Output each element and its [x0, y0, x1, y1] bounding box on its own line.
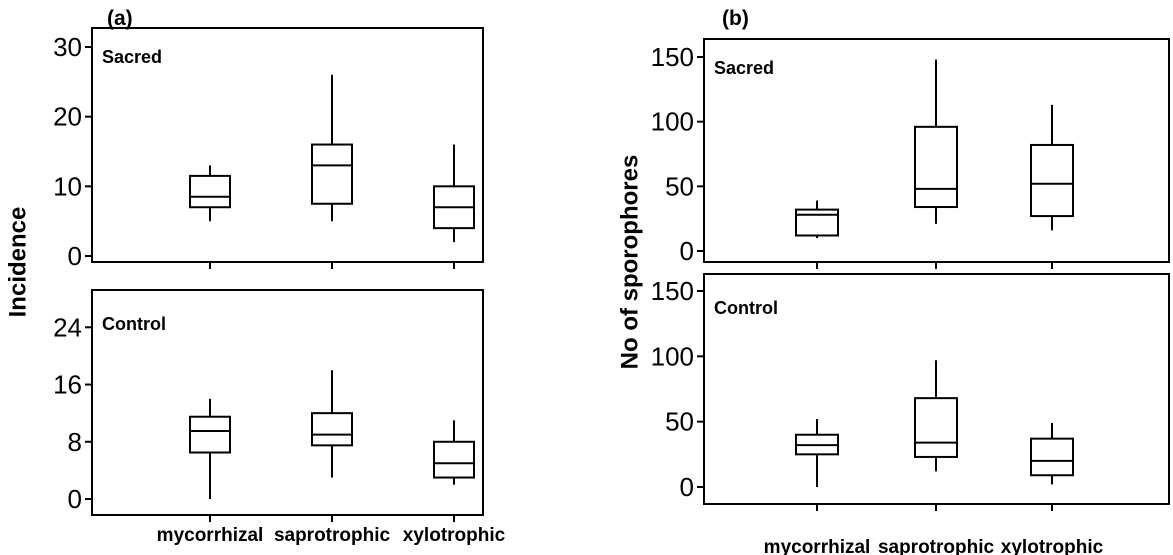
box-iqr: [914, 125, 958, 209]
box-iqr: [1030, 437, 1074, 477]
box-iqr: [914, 397, 958, 458]
y-tick-label: 0: [680, 236, 694, 266]
group-label: Sacred: [714, 58, 774, 78]
group-label: Control: [714, 298, 778, 318]
group-label: Sacred: [102, 47, 162, 67]
box-mycorrhizal: [795, 200, 839, 239]
panel-label: (a): [107, 7, 133, 30]
subplot-control: Control 0 8 16 24: [53, 289, 484, 522]
y-tick-label: 0: [68, 241, 82, 271]
box-xylotrophic: [1030, 422, 1074, 485]
chart-panel-b: (b)No of sporophoresSacred050100150Contr…: [617, 7, 1170, 555]
x-category-label: saprotrophic: [878, 537, 995, 555]
x-category-label: saprotrophic: [274, 525, 391, 546]
x-category-label: mycorrhizal: [157, 525, 264, 546]
y-tick-label: 50: [665, 171, 694, 201]
y-tick-label: 30: [53, 32, 82, 62]
y-tick-label: 150: [651, 276, 694, 306]
x-category-label: xylotrophic: [403, 525, 506, 546]
y-tick-label: 0: [68, 484, 82, 514]
subplot-sacred: Sacred 0 10 20 30: [53, 27, 484, 271]
box-mycorrhizal: [189, 398, 231, 499]
plot-frame: [91, 289, 484, 516]
box-iqr: [189, 415, 231, 454]
y-tick-label: 20: [53, 102, 82, 132]
box-xylotrophic: [1030, 104, 1074, 231]
x-category-label: xylotrophic: [1001, 537, 1104, 555]
group-label: Control: [102, 314, 166, 334]
y-tick-label: 50: [665, 407, 694, 437]
box-saprotrophic: [311, 370, 353, 478]
plot-frame: [91, 27, 484, 263]
box-iqr: [311, 143, 353, 205]
y-tick-label: 10: [53, 171, 82, 201]
box-xylotrophic: [433, 420, 475, 485]
box-iqr: [1030, 143, 1074, 218]
y-tick-label: 16: [53, 370, 82, 400]
y-axis-label: Incidence: [5, 207, 32, 318]
y-tick-label: 100: [651, 341, 694, 371]
y-tick-label: 0: [680, 472, 694, 502]
box-saprotrophic: [311, 74, 353, 222]
box-mycorrhizal: [795, 419, 839, 487]
y-tick-label: 100: [651, 107, 694, 137]
panel-label: (b): [722, 7, 749, 30]
box-xylotrophic: [433, 144, 475, 243]
y-tick-label: 24: [53, 312, 82, 342]
x-category-label: mycorrhizal: [764, 537, 871, 555]
subplot-control: Control 0 50 100 150: [651, 273, 1170, 511]
box-saprotrophic: [914, 360, 958, 472]
y-axis-label: No of sporophores: [617, 155, 644, 370]
box-iqr: [311, 412, 353, 447]
y-tick-label: 8: [68, 427, 82, 457]
chart-panel-a: (a) Incidence Sacred 0 10 20 30 Control 0 8 16 24 my…: [5, 7, 506, 546]
box-mycorrhizal: [189, 165, 231, 222]
box-iqr: [795, 208, 839, 237]
box-iqr: [433, 440, 475, 479]
y-tick-label: 150: [651, 42, 694, 72]
box-iqr: [189, 174, 231, 209]
box-saprotrophic: [914, 59, 958, 224]
subplot-sacred: Sacred 0 50 100 150: [651, 38, 1170, 269]
